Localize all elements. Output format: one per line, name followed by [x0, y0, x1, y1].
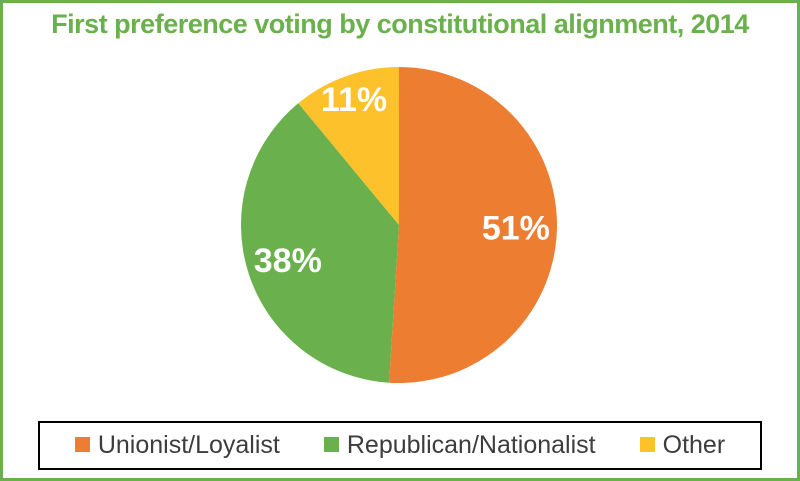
- pie-data-label-2: 11%: [321, 81, 387, 119]
- pie-slice-0: [389, 67, 557, 383]
- legend-swatch-unionist-loyalist: [74, 437, 90, 452]
- chart-title: First preference voting by constitutiona…: [51, 9, 749, 39]
- pie-data-label-0: 51%: [482, 210, 550, 248]
- legend-swatch-other: [639, 437, 655, 452]
- legend-label-unionist-loyalist: Unionist/Loyalist: [97, 431, 280, 459]
- legend: Unionist/Loyalist Republican/Nationalist…: [38, 421, 762, 470]
- legend-item-other: Other: [639, 431, 726, 460]
- pie-slice-2: [298, 67, 399, 225]
- legend-label-republican-nationalist: Republican/Nationalist: [346, 431, 596, 459]
- legend-item-unionist-loyalist: Unionist/Loyalist: [74, 431, 280, 460]
- legend-item-republican-nationalist: Republican/Nationalist: [323, 431, 596, 460]
- pie-data-label-1: 38%: [254, 242, 322, 280]
- pie-slice-1: [241, 103, 399, 383]
- legend-label-other: Other: [662, 431, 726, 459]
- legend-swatch-republican-nationalist: [323, 437, 339, 452]
